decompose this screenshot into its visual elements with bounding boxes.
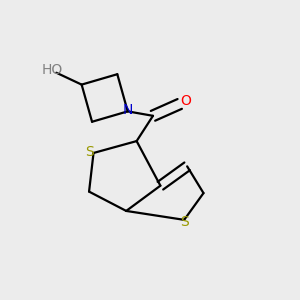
Text: S: S [85,146,94,159]
Text: S: S [180,215,189,229]
Text: O: O [180,94,191,108]
Text: HO: HO [41,63,62,77]
Text: N: N [122,103,133,118]
